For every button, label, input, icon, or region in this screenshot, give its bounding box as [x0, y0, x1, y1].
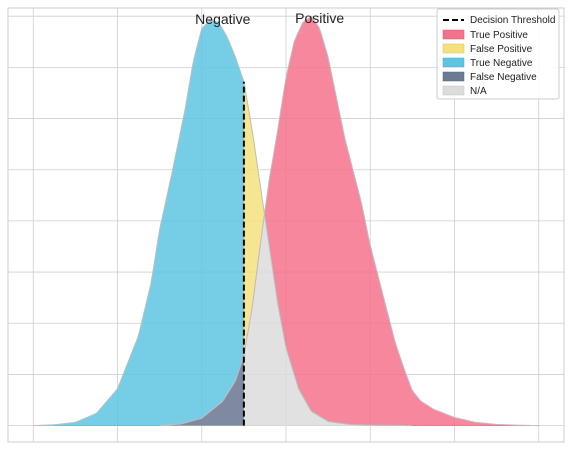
- legend-item-false-negative: False Negative: [442, 71, 537, 83]
- legend-swatch-true-positive: [442, 29, 465, 40]
- positive-label: Positive: [295, 10, 344, 26]
- na-overlap-area: [159, 216, 413, 426]
- legend-item-true-negative: True Negative: [442, 57, 533, 69]
- legend-item-na: N/A: [442, 85, 487, 97]
- legend-label-true-positive: True Positive: [470, 30, 528, 41]
- distribution-labels: Negative Positive: [195, 10, 344, 27]
- legend-swatch-false-negative: [442, 71, 465, 82]
- negative-outline: [33, 20, 413, 427]
- legend-item-decision-threshold: Decision Threshold: [443, 15, 555, 26]
- legend-item-false-positive: False Positive: [442, 43, 533, 55]
- legend-box: [436, 8, 560, 100]
- negative-label: Negative: [195, 11, 250, 27]
- legend-label-false-negative: False Negative: [470, 72, 537, 83]
- legend-label-false-positive: False Positive: [470, 44, 533, 55]
- legend-label-na: N/A: [470, 86, 487, 97]
- legend-swatch-na: [442, 85, 465, 96]
- legend: Decision Threshold True Positive False P…: [436, 8, 560, 100]
- legend-label-true-negative: True Negative: [470, 58, 533, 69]
- distribution-areas: [33, 15, 539, 427]
- legend-swatch-true-negative: [442, 57, 465, 68]
- false-negative-area: [159, 356, 244, 426]
- legend-item-true-positive: True Positive: [442, 29, 528, 41]
- legend-swatch-false-positive: [442, 43, 465, 54]
- positive-outline: [159, 15, 539, 427]
- legend-label-decision-threshold: Decision Threshold: [470, 15, 555, 26]
